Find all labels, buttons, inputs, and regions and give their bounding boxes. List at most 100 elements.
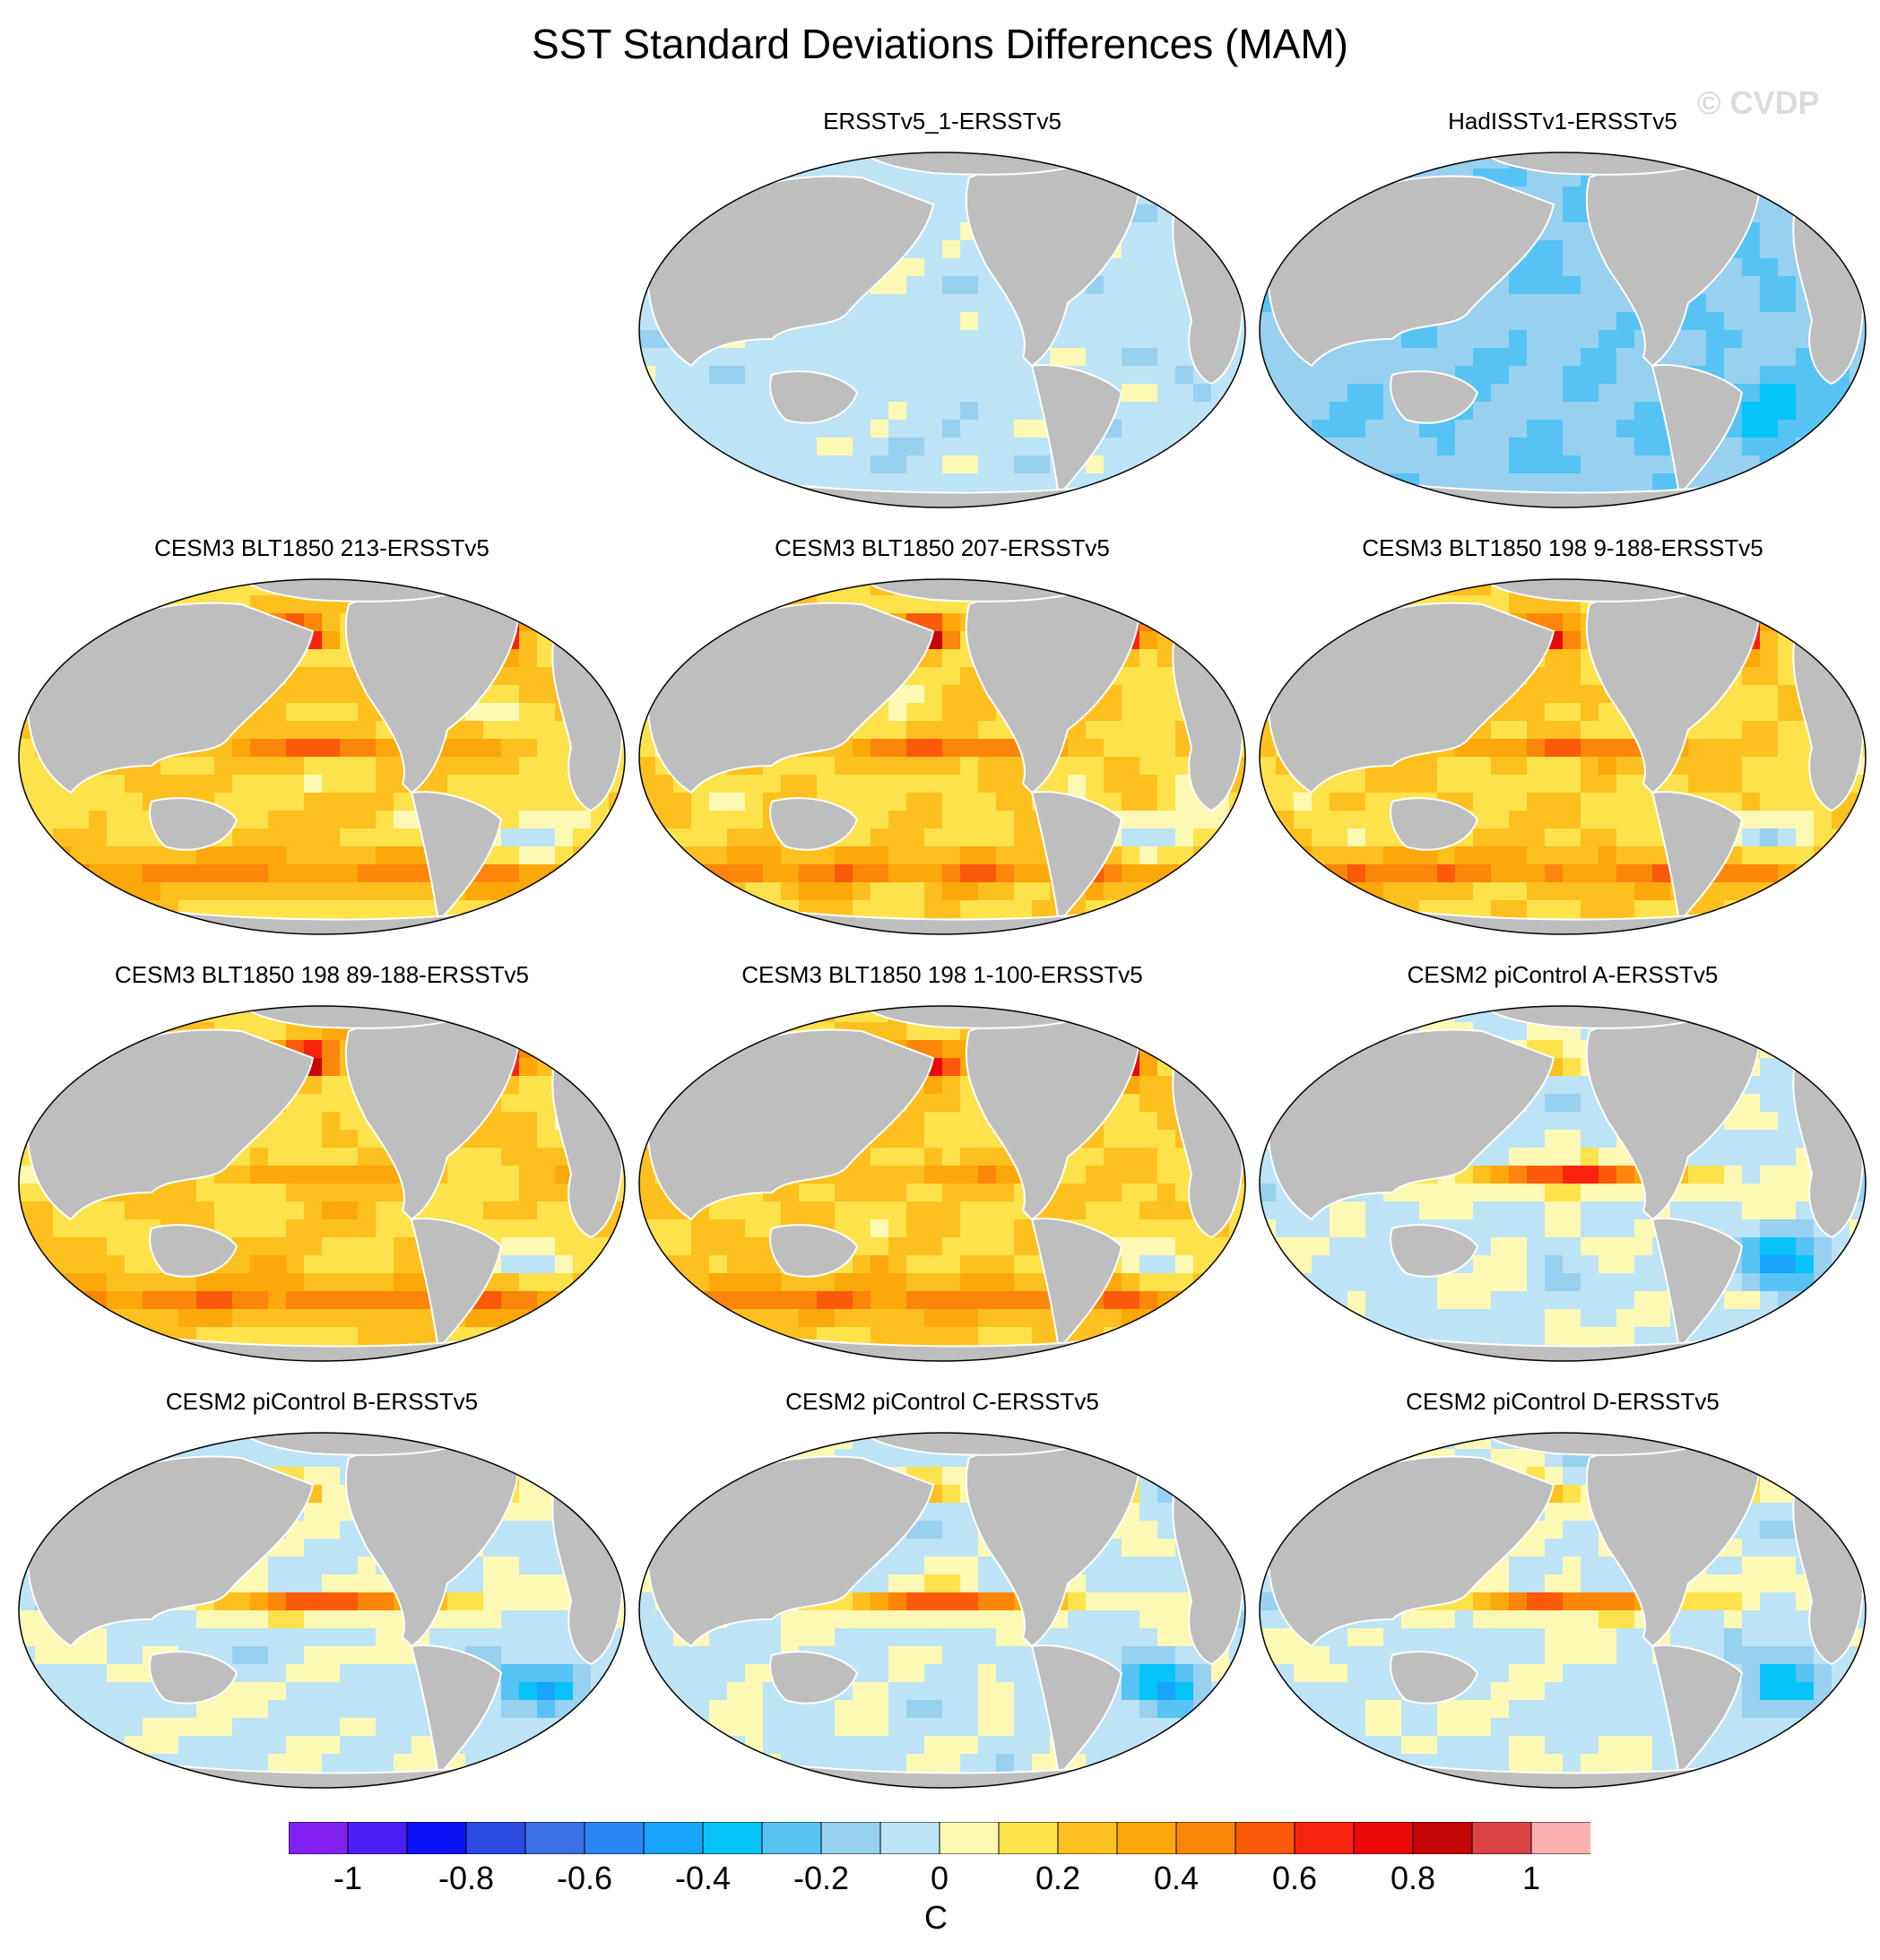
sst-cell [1455, 900, 1474, 919]
sst-cell [709, 900, 728, 919]
sst-cell [745, 366, 764, 385]
sst-cell [1139, 882, 1158, 901]
sst-cell [1850, 667, 1866, 686]
sst-cell [447, 579, 466, 596]
land-mass [1030, 791, 1123, 925]
sst-cell [639, 828, 656, 847]
sst-cell [286, 811, 305, 829]
sst-cell [1365, 846, 1384, 865]
sst-cell [655, 631, 674, 650]
panel-title: HadISSTv1-ERSSTv5 [1448, 108, 1677, 134]
sst-cell [1796, 438, 1815, 456]
sst-cell [1229, 258, 1245, 277]
sst-cell [745, 793, 764, 811]
sst-cell [1157, 1112, 1176, 1131]
sst-cell [1706, 918, 1725, 934]
sst-cell [942, 258, 961, 277]
sst-cell [871, 384, 889, 403]
sst-cell [376, 739, 394, 758]
sst-cell [322, 846, 341, 865]
sst-cell [1742, 828, 1761, 847]
sst-cell [268, 793, 287, 811]
sst-cell [924, 1237, 943, 1256]
sst-cell [340, 1148, 359, 1166]
sst-cell [1509, 366, 1528, 385]
sst-cell [673, 882, 692, 901]
sst-cell [1598, 775, 1617, 794]
sst-cell [1032, 455, 1051, 474]
sst-cell [1760, 667, 1779, 686]
sst-cell [1850, 1006, 1866, 1023]
sst-cell [853, 739, 871, 758]
sst-cell [573, 631, 592, 650]
sst-cell [591, 613, 610, 632]
sst-cell [89, 1273, 108, 1292]
sst-cell [960, 828, 979, 847]
sst-cell [394, 846, 412, 865]
sst-cell [799, 1006, 818, 1023]
sst-cell [143, 579, 161, 596]
sst-cell [1814, 631, 1832, 650]
sst-cell [709, 186, 728, 205]
sst-cell [1527, 828, 1546, 847]
sst-cell [978, 721, 997, 740]
sst-cell [799, 330, 818, 349]
sst-cell [673, 631, 692, 650]
sst-cell [727, 1255, 746, 1274]
sst-cell [1104, 438, 1122, 456]
panel-title: CESM3 BLT1850 198 1-100-ERSSTv5 [741, 961, 1143, 988]
sst-cell [1229, 186, 1245, 205]
sst-cell [960, 402, 979, 421]
land-mass [1030, 364, 1123, 499]
sst-cell [1796, 900, 1815, 919]
sst-cell [537, 1148, 556, 1166]
sst-cell [358, 864, 377, 883]
sst-cell [1563, 258, 1581, 277]
sst-cell [125, 1201, 143, 1220]
sst-cell [1832, 649, 1850, 668]
sst-cell [89, 793, 108, 811]
sst-cell [1598, 366, 1617, 385]
sst-cell [71, 882, 90, 901]
sst-cell [35, 1327, 54, 1346]
sst-cell [1527, 169, 1546, 187]
sst-cell [1850, 258, 1866, 277]
sst-cell [727, 1219, 746, 1238]
sst-cell [1598, 811, 1617, 829]
sst-cell [1563, 312, 1581, 331]
sst-cell [1796, 775, 1815, 794]
sst-cell [978, 793, 997, 811]
sst-cell [799, 1273, 818, 1292]
sst-cell [304, 1327, 323, 1346]
sst-cell [978, 1219, 997, 1238]
sst-cell [1157, 1327, 1176, 1346]
sst-cell [871, 1219, 889, 1238]
sst-cell [924, 1255, 943, 1274]
sst-cell [1814, 152, 1832, 169]
sst-cell [1455, 882, 1474, 901]
sst-cell [1175, 169, 1194, 187]
sst-cell [1796, 1022, 1815, 1041]
sst-cell [304, 793, 323, 811]
sst-cell [1086, 918, 1105, 934]
sst-cell [125, 1006, 143, 1023]
sst-cell [673, 1309, 692, 1328]
sst-cell [763, 1201, 782, 1220]
sst-cell [1294, 882, 1313, 901]
sst-cell [35, 1076, 54, 1095]
sst-cell [19, 1309, 36, 1328]
sst-cell [1139, 258, 1158, 277]
sst-cell [1122, 739, 1140, 758]
sst-cell [483, 1219, 502, 1238]
sst-cell [1437, 846, 1456, 865]
sst-cell [1365, 579, 1384, 596]
sst-cell [960, 240, 979, 259]
sst-cell [1509, 757, 1528, 776]
sst-cell [906, 1148, 925, 1166]
sst-cell [960, 900, 979, 919]
sst-cell [655, 1201, 674, 1220]
sst-cell [655, 455, 674, 474]
sst-cell [1850, 685, 1866, 704]
sst-cell [501, 1255, 520, 1274]
sst-cell [1086, 721, 1105, 740]
